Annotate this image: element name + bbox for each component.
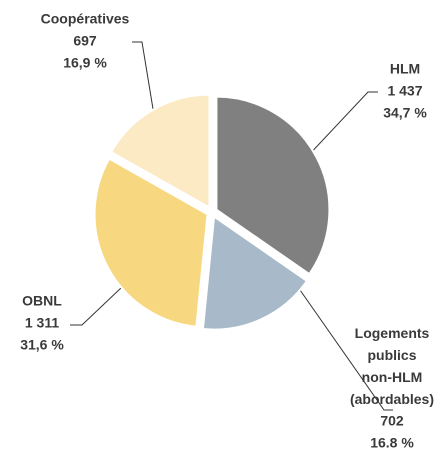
value-label: 697 [73, 33, 97, 49]
value-label: 1 311 [25, 315, 59, 331]
pie-slice [109, 93, 211, 210]
leader-line [132, 41, 155, 116]
percent-label: 34,7 % [383, 105, 427, 121]
leader-line [305, 91, 378, 159]
slice-label: OBNL [22, 293, 62, 309]
percent-label: 16.8 % [370, 435, 414, 451]
leader-line [299, 289, 393, 411]
value-label: 1 437 [387, 83, 422, 99]
pie-slice [215, 95, 331, 276]
pie-slice [93, 157, 209, 328]
percent-label: 16,9 % [63, 55, 107, 71]
value-label: 702 [380, 413, 404, 429]
percent-label: 31,6 % [20, 337, 64, 353]
slice-label: HLM [390, 61, 420, 77]
slice-label: Coopératives [41, 11, 130, 27]
slice-label: Logements publics non-HLM (abordables) [350, 325, 434, 407]
pie-slice [201, 214, 309, 331]
